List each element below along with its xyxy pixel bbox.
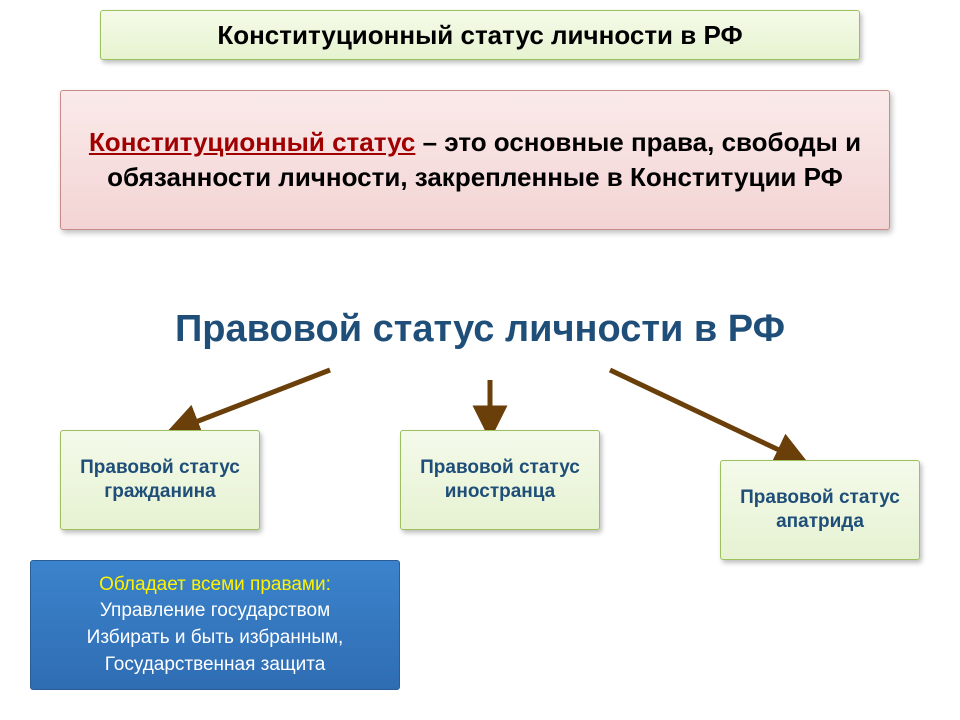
- sub-citizen-text: Правовой статус гражданина: [61, 456, 259, 504]
- note-line-3: Государственная защита: [105, 652, 326, 679]
- sub-box-foreigner: Правовой статус иностранца: [400, 430, 600, 530]
- definition-text: Конституционный статус – это основные пр…: [71, 125, 879, 195]
- sub-box-apatrid: Правовой статус апатрида: [720, 460, 920, 560]
- note-line-1: Управление государством: [100, 598, 330, 625]
- sub-apatrid-text: Правовой статус апатрида: [721, 486, 919, 534]
- sub-foreigner-text: Правовой статус иностранца: [401, 456, 599, 504]
- definition-term: Конституционный статус: [89, 127, 415, 157]
- central-text: Правовой статус личности в РФ: [175, 307, 785, 353]
- title-banner: Конституционный статус личности в РФ: [100, 10, 860, 60]
- note-box: Обладает всеми правами: Управление госуд…: [30, 560, 400, 690]
- definition-box: Конституционный статус – это основные пр…: [60, 90, 890, 230]
- note-title: Обладает всеми правами:: [99, 572, 331, 599]
- central-heading: Правовой статус личности в РФ: [0, 280, 960, 380]
- sub-box-citizen: Правовой статус гражданина: [60, 430, 260, 530]
- arrow-to-sub3: [610, 370, 800, 460]
- note-line-2: Избирать и быть избранным,: [87, 625, 344, 652]
- title-text: Конституционный статус личности в РФ: [217, 20, 742, 51]
